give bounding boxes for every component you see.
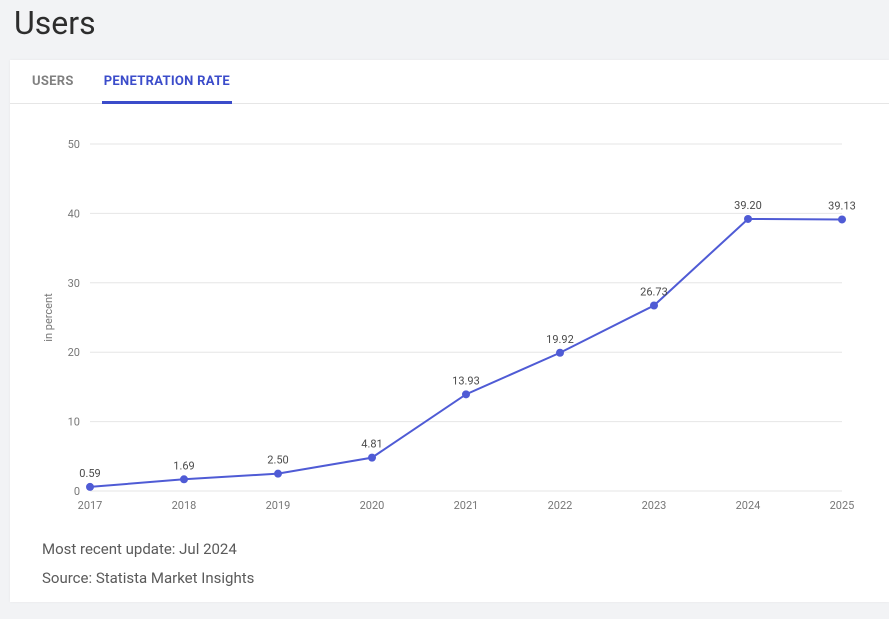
svg-text:0: 0: [74, 485, 80, 498]
svg-text:13.93: 13.93: [452, 374, 480, 387]
svg-text:2017: 2017: [78, 499, 103, 512]
svg-text:1.69: 1.69: [173, 459, 194, 472]
page-title: Users: [0, 0, 889, 60]
svg-text:2025: 2025: [830, 499, 855, 512]
tab-users[interactable]: USERS: [30, 60, 76, 104]
svg-text:2019: 2019: [266, 499, 291, 512]
svg-text:4.81: 4.81: [361, 438, 382, 451]
line-chart: 0 10 20 30 40 50 2017 2018 2019 2020 2021 2022 2023 2…: [30, 124, 860, 519]
svg-text:26.73: 26.73: [640, 285, 668, 298]
svg-text:50: 50: [68, 138, 80, 151]
chart-footer: Most recent update: Jul 2024 Source: Sta…: [10, 529, 889, 602]
chart-area: 0 10 20 30 40 50 2017 2018 2019 2020 2021 2022 2023 2…: [10, 104, 889, 529]
svg-text:in percent: in percent: [42, 293, 55, 342]
svg-text:2023: 2023: [642, 499, 667, 512]
chart-card: USERS PENETRATION RATE 0 10 20 30 40 50 2017 20…: [10, 60, 889, 602]
svg-text:2018: 2018: [172, 499, 197, 512]
svg-text:2021: 2021: [454, 499, 479, 512]
svg-text:2022: 2022: [548, 499, 573, 512]
svg-text:10: 10: [68, 416, 80, 429]
svg-text:19.92: 19.92: [546, 333, 574, 346]
svg-text:30: 30: [68, 277, 80, 290]
svg-text:39.13: 39.13: [828, 199, 856, 212]
svg-text:39.20: 39.20: [734, 199, 762, 212]
source-text: Source: Statista Market Insights: [42, 564, 889, 593]
svg-text:20: 20: [68, 346, 80, 359]
svg-text:0.59: 0.59: [79, 467, 100, 480]
svg-text:40: 40: [68, 207, 80, 220]
svg-text:2.50: 2.50: [267, 454, 288, 467]
tabs: USERS PENETRATION RATE: [10, 60, 889, 104]
tab-penetration-rate[interactable]: PENETRATION RATE: [102, 60, 232, 104]
svg-text:2024: 2024: [736, 499, 761, 512]
svg-text:2020: 2020: [360, 499, 385, 512]
update-text: Most recent update: Jul 2024: [42, 535, 889, 564]
